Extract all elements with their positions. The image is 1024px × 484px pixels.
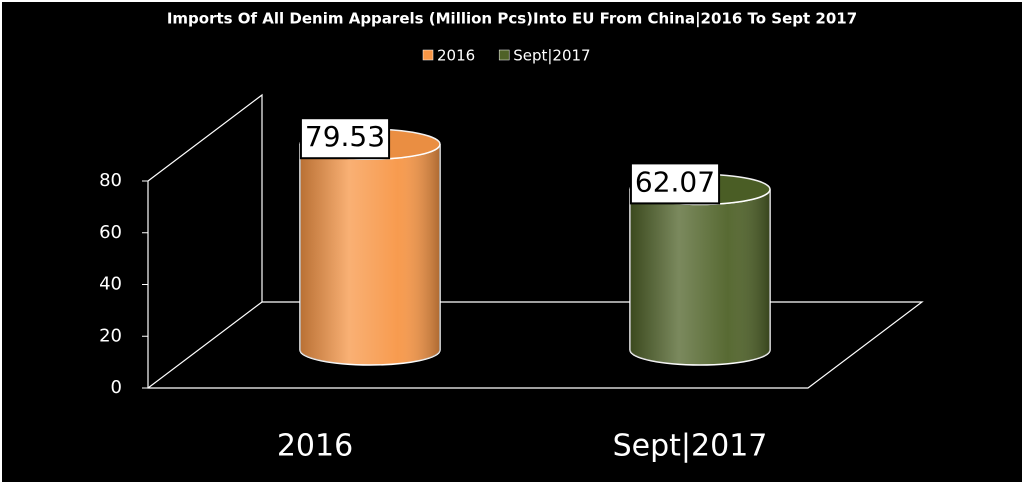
legend-label: Sept|2017 — [513, 47, 590, 65]
y-tick-label: 60 — [99, 222, 122, 243]
floor-edge — [147, 301, 263, 389]
x-tick-label: Sept|2017 — [613, 429, 768, 464]
data-label: 79.53 — [305, 120, 385, 153]
bar-shade — [300, 144, 440, 365]
legend-swatch — [422, 49, 434, 61]
bar-shade — [630, 189, 770, 365]
data-label-box — [299, 117, 391, 160]
back-wall — [147, 93, 263, 302]
y-tick-label: 20 — [99, 325, 122, 346]
data-label-box — [629, 162, 721, 205]
legend-label: 2016 — [437, 47, 475, 65]
y-tick-label: 40 — [99, 274, 122, 295]
chart-title: Imports Of All Denim Apparels (Million P… — [167, 10, 857, 29]
data-label: 62.07 — [635, 165, 715, 198]
x-tick-label: 2016 — [277, 429, 353, 464]
y-tick-label: 0 — [111, 377, 122, 398]
y-tick-label: 80 — [99, 170, 122, 191]
legend-swatch — [498, 49, 510, 61]
bar-group — [299, 128, 441, 366]
